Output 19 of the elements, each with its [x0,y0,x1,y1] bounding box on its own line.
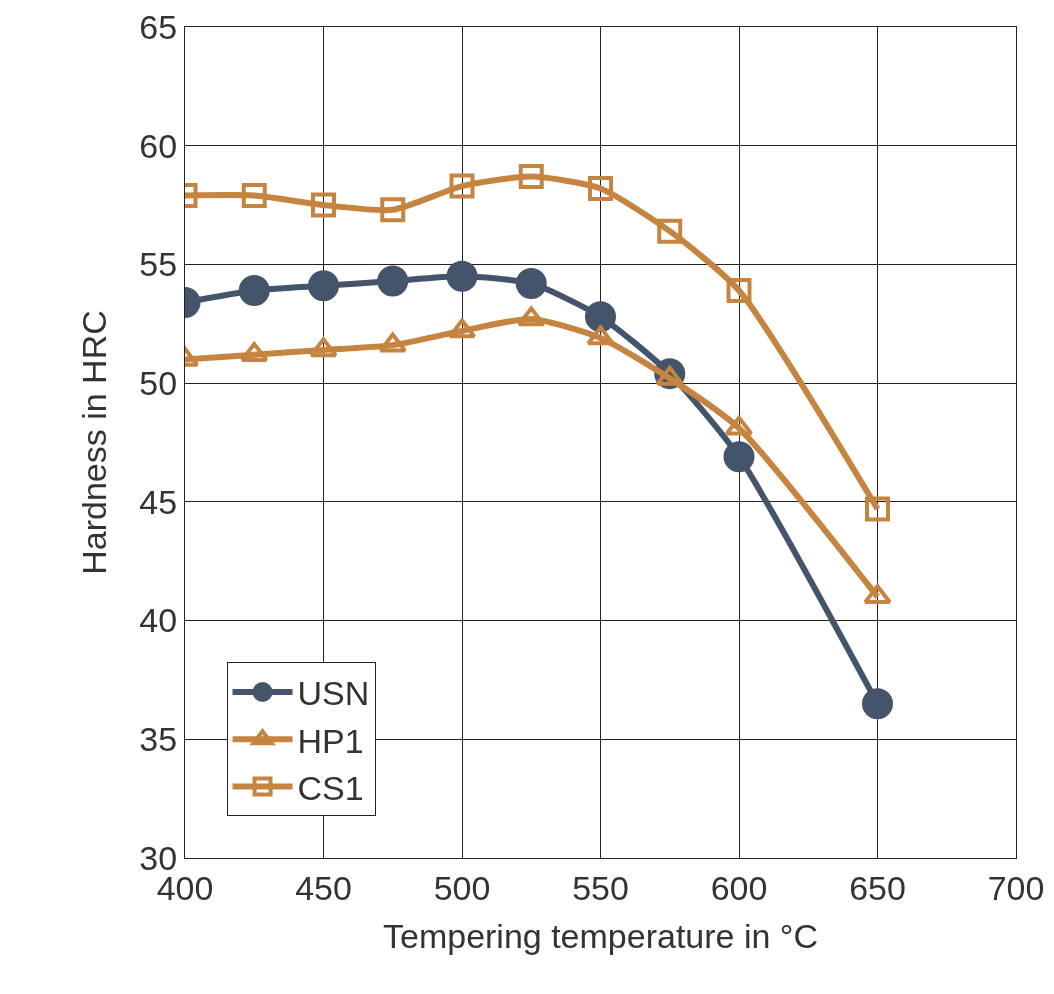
y-tick-label: 45 [139,482,178,521]
y-tick-label: 60 [139,126,178,165]
x-tick-label: 550 [572,868,629,907]
legend-label: USN [297,674,370,713]
y-tick-label: 50 [139,364,178,403]
legend-label: CS1 [297,768,364,807]
x-tick-label: 600 [710,868,768,907]
y-axis-title: Hardness in HRC [74,310,113,575]
y-tick-label: 65 [139,7,178,46]
x-tick-label: 700 [987,868,1045,907]
y-tick-label: 35 [139,720,178,759]
legend-label: HP1 [297,721,364,760]
x-tick-label: 650 [849,868,906,907]
x-tick-label: 500 [433,868,491,907]
y-tick-label: 55 [139,245,178,284]
y-tick-label: 30 [139,838,178,877]
y-tick-label: 40 [139,601,178,640]
x-axis-title: Tempering temperature in °C [382,917,819,956]
x-tick-label: 450 [295,868,352,907]
